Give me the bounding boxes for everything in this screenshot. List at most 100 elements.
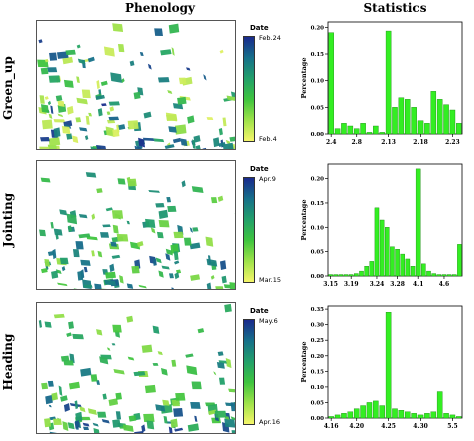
- bar: [385, 312, 392, 419]
- map-fields-jointing: [39, 172, 235, 289]
- bar: [341, 123, 347, 135]
- bar: [405, 99, 411, 135]
- field-parcels: [37, 23, 235, 149]
- bar: [400, 253, 405, 277]
- x-tick-label: 3.28: [390, 281, 405, 288]
- map-fields-heading: [38, 303, 235, 433]
- bar: [333, 274, 338, 277]
- colorbar-title: Date: [250, 165, 269, 173]
- y-tick-label: 0.30: [311, 323, 325, 329]
- x-tick-label: 3.24: [370, 281, 385, 288]
- y-tick-label: 0.20: [311, 177, 325, 183]
- x-tick-label: 3.15: [323, 281, 338, 288]
- bar: [449, 414, 456, 419]
- y-tick-label: 0.05: [311, 250, 325, 256]
- bar: [353, 408, 360, 419]
- bar: [417, 414, 424, 419]
- bar: [347, 125, 354, 135]
- bar: [334, 128, 341, 135]
- colorbar-top-label: Apr.9: [259, 175, 276, 183]
- y-tick-label: 0.15: [311, 201, 325, 207]
- phenology-header: Phenology: [124, 1, 196, 15]
- bar: [449, 109, 456, 135]
- bar: [366, 402, 373, 419]
- plot-frame: [327, 163, 463, 277]
- colorbar-title: Date: [250, 24, 269, 32]
- colorbar-top-label: May.6: [259, 317, 278, 325]
- bar: [417, 120, 424, 135]
- x-tick-label: 2.8: [351, 139, 361, 146]
- bar: [430, 411, 437, 419]
- x-tick-label: 2.13: [381, 139, 396, 146]
- phenology-map-jointing: [36, 160, 236, 290]
- map-fields-green-up: [37, 23, 235, 149]
- statistics-header: Statistics: [363, 1, 427, 15]
- bar: [360, 123, 366, 135]
- x-tick-label: 4.6: [439, 281, 449, 288]
- phenology-map-green-up: [36, 20, 236, 150]
- bar: [431, 273, 436, 277]
- bar: [452, 274, 457, 277]
- y-tick-label: 0.10: [311, 79, 325, 85]
- bar: [398, 97, 405, 135]
- colorbar-top-label: Feb.24: [259, 34, 281, 42]
- y-tick-label: 0.05: [311, 400, 325, 406]
- y-tick-label: 0.00: [311, 416, 325, 422]
- bar: [456, 416, 462, 419]
- bar: [353, 128, 360, 135]
- bar: [410, 266, 416, 277]
- bar: [426, 270, 431, 277]
- bar: [366, 132, 373, 135]
- bar: [421, 263, 426, 277]
- bar: [424, 413, 430, 419]
- field-parcels: [39, 172, 235, 289]
- colorbar-ramp: [243, 319, 255, 425]
- y-axis-label: Percentage: [300, 58, 308, 99]
- bar: [436, 99, 443, 135]
- x-tick-label: 4.1: [413, 281, 423, 288]
- colorbar-bottom-label: Feb.4: [259, 135, 277, 143]
- field-parcels: [38, 303, 235, 433]
- phenology-map-heading: [36, 302, 236, 434]
- bar: [430, 91, 437, 135]
- bar: [443, 104, 449, 135]
- y-tick-label: 0.25: [311, 338, 325, 344]
- bar: [379, 219, 385, 277]
- bar: [374, 207, 380, 277]
- bar: [441, 274, 447, 277]
- bar: [328, 416, 334, 419]
- bar: [328, 274, 333, 277]
- y-tick-label: 0.15: [311, 52, 325, 58]
- bar: [436, 391, 443, 419]
- bar: [348, 274, 354, 277]
- bar: [334, 414, 341, 419]
- bar: [405, 411, 411, 419]
- row-label-jointing: Jointing: [1, 192, 15, 248]
- bar: [411, 413, 417, 419]
- bar: [411, 107, 417, 135]
- x-tick-label: 2.4: [326, 139, 336, 146]
- y-tick-label: 0.05: [311, 105, 325, 111]
- row-label-heading: Heading: [1, 333, 15, 391]
- bar: [446, 274, 452, 277]
- bar: [398, 410, 405, 419]
- colorbar-bottom-label: Apr.16: [259, 418, 280, 426]
- bar: [364, 266, 369, 277]
- y-axis-label: Percentage: [300, 342, 308, 383]
- x-tick-label: 4.16: [324, 423, 339, 430]
- x-tick-label: 3.19: [344, 281, 359, 288]
- colorbar-ramp: [243, 177, 255, 283]
- bar: [343, 274, 349, 277]
- colorbar-title: Date: [250, 307, 269, 315]
- histogram-green-up: 0.00 0.05 0.10 0.15 0.20 Percentage 2.4 2.8 2.13…: [300, 21, 463, 146]
- y-tick-label: 0.20: [311, 25, 325, 31]
- bar: [424, 123, 430, 135]
- bar: [395, 249, 400, 277]
- y-tick-label: 0.20: [311, 354, 325, 360]
- x-tick-label: 4.25: [381, 423, 396, 430]
- bar: [385, 30, 392, 135]
- histogram-heading: 0.00 0.05 0.10 0.15 0.20 0.25 0.30 0.35 Percenta…: [300, 305, 463, 430]
- bar: [436, 274, 442, 277]
- y-axis-label: Percentage: [300, 200, 308, 241]
- bar: [328, 32, 334, 135]
